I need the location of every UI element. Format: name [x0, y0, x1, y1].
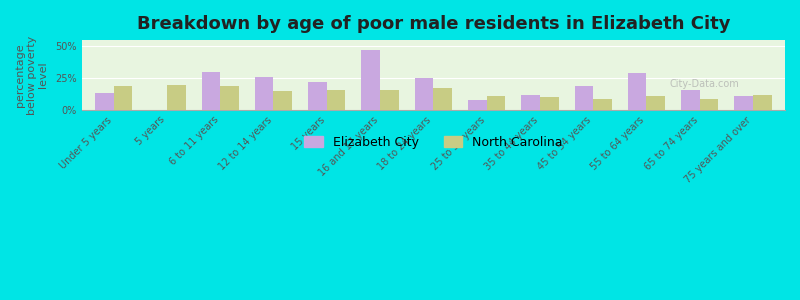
- Bar: [700, 98, 718, 110]
- Legend: Elizabeth City, North Carolina: Elizabeth City, North Carolina: [299, 131, 568, 154]
- Y-axis label: percentage
below poverty
level: percentage below poverty level: [15, 35, 48, 115]
- Bar: [681, 90, 700, 110]
- Bar: [114, 86, 132, 110]
- Bar: [414, 78, 434, 110]
- Bar: [434, 88, 452, 110]
- Bar: [220, 86, 239, 110]
- Bar: [95, 93, 114, 110]
- Bar: [308, 82, 326, 110]
- Bar: [380, 90, 398, 110]
- Bar: [540, 97, 558, 110]
- Bar: [202, 72, 220, 110]
- Text: City-Data.com: City-Data.com: [669, 79, 739, 89]
- Bar: [593, 98, 612, 110]
- Bar: [628, 73, 646, 110]
- Bar: [255, 77, 274, 110]
- Bar: [274, 91, 292, 110]
- Bar: [486, 96, 506, 110]
- Bar: [167, 85, 186, 110]
- Bar: [522, 95, 540, 110]
- Title: Breakdown by age of poor male residents in Elizabeth City: Breakdown by age of poor male residents …: [137, 15, 730, 33]
- Bar: [362, 50, 380, 110]
- Bar: [468, 100, 486, 110]
- Bar: [574, 86, 593, 110]
- Bar: [326, 90, 346, 110]
- Bar: [734, 96, 753, 110]
- Bar: [753, 95, 772, 110]
- Bar: [646, 96, 665, 110]
